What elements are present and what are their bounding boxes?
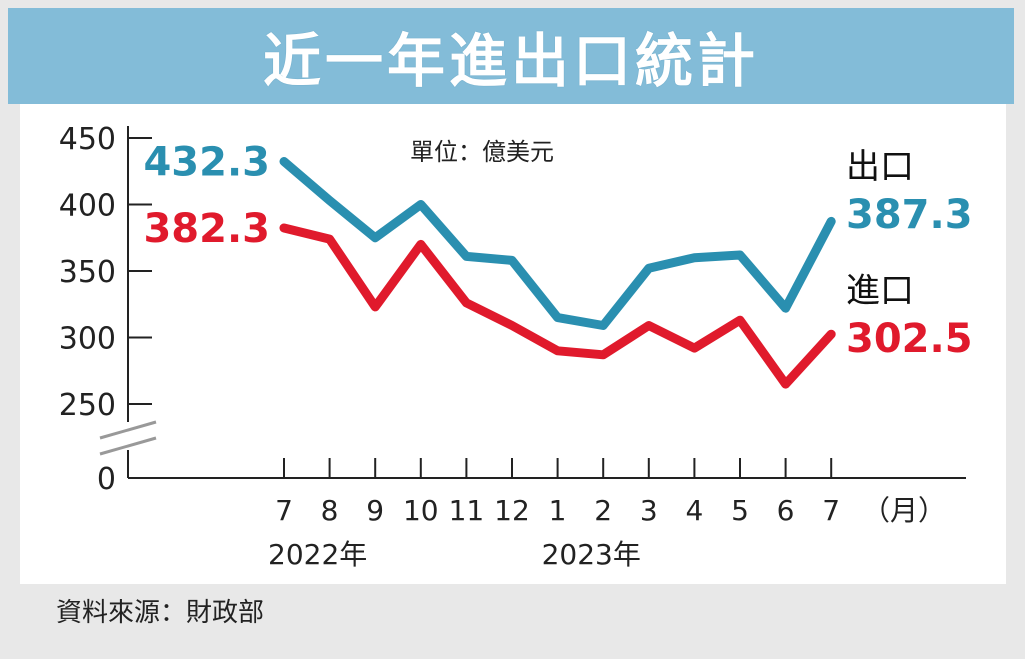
y-tick-label: 350	[59, 255, 116, 290]
title-bar: 近一年進出口統計	[8, 8, 1014, 104]
axis-break-mark	[99, 436, 157, 456]
x-tick-label: 7	[275, 494, 293, 527]
x-tick-label: 3	[640, 494, 658, 527]
x-tick-label: 8	[321, 494, 339, 527]
y-tick-label: 0	[97, 462, 116, 497]
x-tick-label: 4	[685, 494, 703, 527]
series-end-label: 302.5	[846, 316, 973, 362]
x-tick-label: 10	[403, 494, 439, 527]
series-start-label: 432.3	[143, 140, 270, 186]
chart-panel: 0 250 300 350 400 450 7 8 9 10 11 12 1 2 3 4 5 6 7 （月） 2022年…	[20, 104, 1006, 584]
x-tick-label: 9	[366, 494, 384, 527]
x-tick-label: 6	[777, 494, 795, 527]
series-start-label: 382.3	[143, 206, 270, 252]
year-label: 2022年	[268, 538, 367, 571]
y-tick-label: 300	[59, 322, 116, 357]
series-layer	[279, 157, 836, 389]
series-line-import	[279, 223, 836, 389]
unit-label: 單位：億美元	[410, 138, 554, 166]
y-tick-label: 250	[59, 388, 116, 423]
series-end-label: 387.3	[846, 192, 973, 238]
labels-layer: 432.3 出口 387.3 382.3 進口 302.5	[143, 140, 972, 362]
x-tick-label: 1	[549, 494, 567, 527]
x-tick-label: 5	[731, 494, 749, 527]
y-tick-label: 450	[59, 122, 116, 157]
year-label: 2023年	[542, 538, 641, 571]
page-title: 近一年進出口統計	[262, 27, 759, 95]
y-tick-label: 400	[59, 189, 116, 224]
x-tick-label: 7	[822, 494, 840, 527]
x-tick-label: 11	[449, 494, 485, 527]
x-tick-label: 12	[494, 494, 530, 527]
source-note: 資料來源：財政部	[56, 598, 265, 628]
axis-break-mark	[99, 420, 157, 440]
series-name-label: 出口	[846, 147, 914, 187]
series-name-label: 進口	[846, 271, 914, 311]
x-tick-label: 2	[594, 494, 612, 527]
series-line-export	[279, 157, 836, 330]
x-unit-label: （月）	[862, 494, 946, 527]
